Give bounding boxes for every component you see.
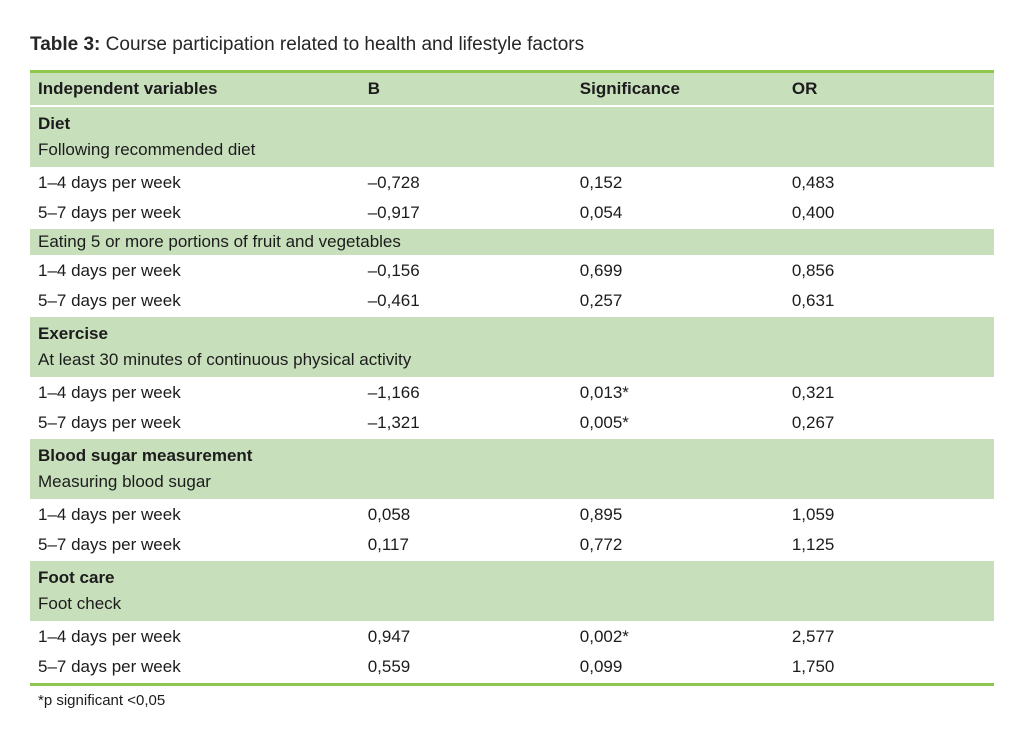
cell-or-value: 0,631 [783, 287, 994, 317]
cell-variable: 5–7 days per week [30, 653, 360, 683]
cell-or-value: 0,321 [783, 379, 994, 409]
cell-b-value: 0,117 [359, 531, 572, 561]
table-caption: Table 3: Course participation related to… [30, 33, 994, 56]
cell-significance-value: 0,002* [571, 623, 784, 653]
section-cell-foot-care: Foot care Foot check [30, 561, 994, 623]
table-row-blood-sugar-1-4: 1–4 days per week 0,058 0,895 1,059 [30, 501, 994, 531]
cell-variable: 1–4 days per week [30, 623, 360, 653]
table-row-foot-care-5-7: 5–7 days per week 0,559 0,099 1,750 [30, 653, 994, 683]
cell-or-value: 0,267 [783, 409, 994, 439]
section-title-foot-care: Foot care [38, 568, 115, 587]
cell-b-value: –0,461 [359, 287, 572, 317]
table-row-exercise-5-7: 5–7 days per week –1,321 0,005* 0,267 [30, 409, 994, 439]
cell-or-value: 1,750 [783, 653, 994, 683]
section-row-exercise: Exercise At least 30 minutes of continuo… [30, 317, 994, 379]
cell-b-value: –0,728 [359, 169, 572, 199]
cell-significance-value: 0,054 [571, 199, 784, 229]
column-header-significance: Significance [571, 73, 784, 107]
table-header-row: Independent variables B Significance OR [30, 73, 994, 107]
cell-or-value: 1,059 [783, 501, 994, 531]
cell-significance-value: 0,099 [571, 653, 784, 683]
table-footnote: *p significant <0,05 [38, 692, 166, 709]
cell-significance-value: 0,699 [571, 257, 784, 287]
column-header-b: B [359, 73, 572, 107]
cell-b-value: –1,166 [359, 379, 572, 409]
cell-variable: 5–7 days per week [30, 287, 360, 317]
cell-or-value: 0,400 [783, 199, 994, 229]
section-cell-fruit-vegetables: Eating 5 or more portions of fruit and v… [30, 229, 994, 257]
cell-or-value: 0,483 [783, 169, 994, 199]
cell-variable: 5–7 days per week [30, 409, 360, 439]
cell-variable: 1–4 days per week [30, 169, 360, 199]
results-table: Independent variables B Significance OR … [30, 70, 994, 686]
cell-significance-value: 0,152 [571, 169, 784, 199]
table-row-diet-5-7: 5–7 days per week –0,917 0,054 0,400 [30, 199, 994, 229]
section-subtitle-blood-sugar: Measuring blood sugar [38, 472, 211, 491]
section-row-blood-sugar: Blood sugar measurement Measuring blood … [30, 439, 994, 501]
table-caption-text: Course participation related to health a… [105, 34, 585, 55]
section-subtitle-diet: Following recommended diet [38, 140, 256, 159]
cell-significance-value: 0,005* [571, 409, 784, 439]
cell-b-value: –1,321 [359, 409, 572, 439]
section-subtitle-exercise: At least 30 minutes of continuous physic… [38, 350, 412, 369]
section-cell-exercise: Exercise At least 30 minutes of continuo… [30, 317, 994, 379]
cell-or-value: 2,577 [783, 623, 994, 653]
table-row-blood-sugar-5-7: 5–7 days per week 0,117 0,772 1,125 [30, 531, 994, 561]
table-row-foot-care-1-4: 1–4 days per week 0,947 0,002* 2,577 [30, 623, 994, 653]
cell-or-value: 1,125 [783, 531, 994, 561]
cell-b-value: 0,058 [359, 501, 572, 531]
table-row-diet-1-4: 1–4 days per week –0,728 0,152 0,483 [30, 169, 994, 199]
section-subtitle-fruit-vegetables: Eating 5 or more portions of fruit and v… [38, 232, 401, 251]
column-header-or: OR [783, 73, 994, 107]
cell-b-value: –0,156 [359, 257, 572, 287]
cell-variable: 5–7 days per week [30, 199, 360, 229]
section-cell-diet: Diet Following recommended diet [30, 107, 994, 169]
cell-or-value: 0,856 [783, 257, 994, 287]
table-row-fruit-5-7: 5–7 days per week –0,461 0,257 0,631 [30, 287, 994, 317]
section-title-exercise: Exercise [38, 324, 108, 343]
cell-significance-value: 0,772 [571, 531, 784, 561]
table-row-exercise-1-4: 1–4 days per week –1,166 0,013* 0,321 [30, 379, 994, 409]
cell-variable: 5–7 days per week [30, 531, 360, 561]
cell-significance-value: 0,257 [571, 287, 784, 317]
cell-variable: 1–4 days per week [30, 501, 360, 531]
section-subtitle-foot-care: Foot check [38, 594, 122, 613]
section-row-fruit-vegetables: Eating 5 or more portions of fruit and v… [30, 229, 994, 257]
cell-b-value: 0,559 [359, 653, 572, 683]
cell-b-value: 0,947 [359, 623, 572, 653]
section-title-diet: Diet [38, 114, 71, 133]
cell-variable: 1–4 days per week [30, 257, 360, 287]
document-page: Table 3: Course participation related to… [30, 33, 994, 709]
column-header-independent-variables: Independent variables [30, 73, 360, 107]
cell-b-value: –0,917 [359, 199, 572, 229]
table-caption-label: Table 3: [30, 34, 101, 55]
section-row-foot-care: Foot care Foot check [30, 561, 994, 623]
section-row-diet: Diet Following recommended diet [30, 107, 994, 169]
section-title-blood-sugar: Blood sugar measurement [38, 446, 253, 465]
cell-significance-value: 0,895 [571, 501, 784, 531]
cell-significance-value: 0,013* [571, 379, 784, 409]
cell-variable: 1–4 days per week [30, 379, 360, 409]
section-cell-blood-sugar: Blood sugar measurement Measuring blood … [30, 439, 994, 501]
table-row-fruit-1-4: 1–4 days per week –0,156 0,699 0,856 [30, 257, 994, 287]
